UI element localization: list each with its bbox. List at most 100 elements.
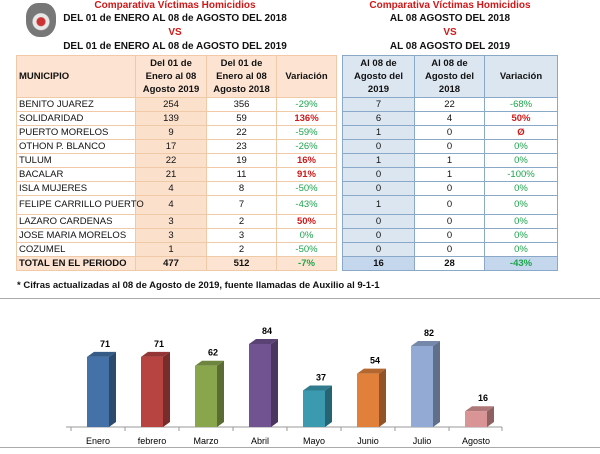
bar-side	[487, 406, 494, 427]
total-variacion: -7%	[276, 256, 337, 271]
data-label: 37	[316, 372, 326, 382]
x-tick-label: Enero	[86, 436, 110, 446]
variacion: 0%	[484, 195, 558, 215]
variacion: 50%	[484, 111, 558, 126]
data-label: 84	[262, 326, 272, 336]
bar-junio	[357, 373, 379, 427]
value-2018: 0	[414, 139, 485, 154]
bar-side	[217, 360, 224, 427]
data-label: 82	[424, 328, 434, 338]
value-2018: 0	[414, 125, 485, 140]
value-2018: 2	[206, 242, 277, 257]
bar-enero	[87, 356, 109, 427]
table-row: 1 0 0%	[342, 195, 558, 215]
x-tick-label: Agosto	[462, 436, 490, 446]
variacion: 0%	[484, 139, 558, 154]
bar-febrero	[141, 356, 163, 427]
variacion: 0%	[484, 214, 558, 229]
variacion: Ø	[484, 125, 558, 140]
value-2018: 0	[414, 242, 485, 257]
value-2018: 19	[206, 153, 277, 168]
municipio: LAZARO CARDENAS	[16, 214, 136, 229]
value-2018: 0	[414, 214, 485, 229]
left-title: Comparativa Víctimas Homicidios	[94, 0, 256, 11]
data-label: 71	[154, 339, 164, 349]
municipio: COZUMEL	[16, 242, 136, 257]
variacion: 0%	[484, 228, 558, 243]
value-2018: 356	[206, 97, 277, 112]
value-2019: 1	[342, 195, 415, 215]
municipio: BENITO JUAREZ	[16, 97, 136, 112]
value-2018: 4	[414, 111, 485, 126]
bar-top	[357, 368, 386, 374]
total-row: 16 28 -43%	[342, 256, 558, 271]
table-row: JOSE MARIA MORELOS 3 3 0%	[16, 228, 337, 243]
variacion: -43%	[276, 195, 337, 215]
municipio: FELIPE CARRILLO PUERTO	[16, 195, 144, 215]
x-tick-label: Mayo	[303, 436, 325, 446]
table-row: BACALAR 21 11 91%	[16, 167, 337, 182]
municipio: BACALAR	[16, 167, 136, 182]
total-label: TOTAL EN EL PERIODO	[16, 256, 136, 271]
value-2019: 3	[135, 214, 207, 229]
variacion: 0%	[276, 228, 337, 243]
variacion: -100%	[484, 167, 558, 182]
left-header: Comparativa Víctimas Homicidios DEL 01 d…	[60, 0, 290, 54]
table-row: LAZARO CARDENAS 3 2 50%	[16, 214, 337, 229]
bar-abril	[249, 344, 271, 427]
table-row: FELIPE CARRILLO PUERTO 4 7 -43%	[16, 195, 337, 215]
col-variacion: Variación	[276, 55, 337, 98]
variacion: -59%	[276, 125, 337, 140]
left-period-2019: DEL 01 de ENERO AL 08 de AGOSTO DEL 2019	[63, 41, 287, 52]
col-2018: Del 01 de Enero al 08 Agosto 2018	[206, 55, 277, 98]
col-variacion: Variación	[484, 55, 558, 98]
value-2019: 0	[342, 228, 415, 243]
bar-top	[141, 351, 170, 357]
variacion: -26%	[276, 139, 337, 154]
municipio: TULUM	[16, 153, 136, 168]
value-2018: 1	[414, 167, 485, 182]
police-badge-logo	[26, 3, 56, 37]
value-2018: 2	[206, 214, 277, 229]
value-2018: 7	[206, 195, 277, 215]
value-2018: 22	[414, 97, 485, 112]
table-row: 0 0 0%	[342, 139, 558, 154]
value-2019: 6	[342, 111, 415, 126]
bar-top	[195, 360, 224, 366]
bar-side	[271, 339, 278, 427]
right-period-2018: AL 08 AGOSTO DEL 2018	[389, 13, 511, 24]
value-2019: 0	[342, 139, 415, 154]
value-2019: 17	[135, 139, 207, 154]
bar-side	[379, 368, 386, 427]
municipio: SOLIDARIDAD	[16, 111, 136, 126]
total-2019: 477	[135, 256, 207, 271]
x-tick-label: Abril	[251, 436, 269, 446]
bar-side	[325, 385, 332, 427]
footnote: * Cifras actualizadas al 08 de Agosto de…	[17, 280, 380, 291]
table-row: 6 4 50%	[342, 111, 558, 126]
value-2019: 21	[135, 167, 207, 182]
value-2019: 1	[135, 242, 207, 257]
value-2019: 3	[135, 228, 207, 243]
value-2019: 0	[342, 214, 415, 229]
variacion: -50%	[276, 242, 337, 257]
bar-side	[433, 340, 440, 427]
data-label: 71	[100, 339, 110, 349]
variacion: 0%	[484, 153, 558, 168]
data-label: 62	[208, 348, 218, 358]
municipio: OTHON P. BLANCO	[16, 139, 136, 154]
total-variacion: -43%	[484, 256, 558, 271]
value-2019: 1	[342, 153, 415, 168]
variacion: -50%	[276, 181, 337, 196]
bar-marzo	[195, 365, 217, 427]
col-2019: Del 01 de Enero al 08 Agosto 2019	[135, 55, 207, 98]
right-header: Comparativa Víctimas Homicidios AL 08 AG…	[350, 0, 550, 54]
table-row: 0 0 0%	[342, 228, 558, 243]
value-2018: 0	[414, 195, 485, 215]
variacion: -68%	[484, 97, 558, 112]
right-period-2019: AL 08 AGOSTO DEL 2019	[389, 41, 511, 52]
bar-top	[465, 406, 494, 412]
table-row: COZUMEL 1 2 -50%	[16, 242, 337, 257]
monthly-bar-chart: 71 Enero 71 febrero 62 Marzo 84 Abril 37 Mayo 54 Ju…	[66, 326, 503, 446]
value-2019: 0	[342, 181, 415, 196]
